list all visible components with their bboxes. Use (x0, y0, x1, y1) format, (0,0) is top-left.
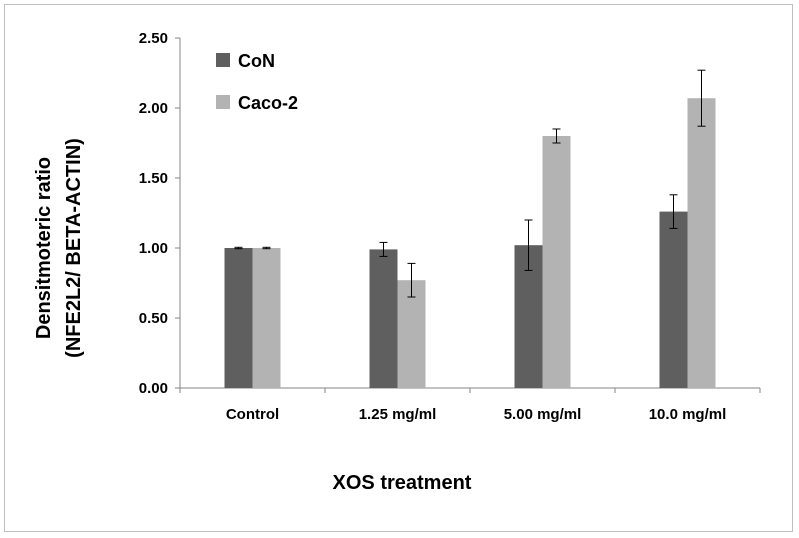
bar-caco2 (687, 98, 716, 388)
bar-con (659, 211, 688, 388)
y-tick-label: 0.50 (139, 310, 168, 327)
legend-label-con: CoN (238, 51, 275, 71)
y-axis-title-line1: Densitmoteric ratio (33, 157, 55, 339)
y-axis-title-line2: (NFE2L2/ BETA-ACTIN) (63, 138, 85, 358)
bar-caco2 (542, 136, 571, 388)
legend-label-caco2: Caco-2 (238, 93, 298, 113)
y-tick-label: 1.50 (139, 170, 168, 187)
x-tick-label: 5.00 mg/ml (504, 406, 582, 423)
y-ticks: 0.00 0.50 1.00 1.50 2.00 2.50 (139, 30, 180, 397)
x-axis-title: XOS treatment (333, 472, 472, 494)
legend-swatch-caco2 (216, 95, 230, 109)
legend: CoN Caco-2 (216, 51, 298, 113)
bar-caco2 (252, 248, 281, 388)
y-tick-label: 2.50 (139, 30, 168, 47)
x-tick-label: 10.0 mg/ml (649, 406, 727, 423)
x-tick-label: 1.25 mg/ml (359, 406, 437, 423)
x-ticks: Control 1.25 mg/ml 5.00 mg/ml 10.0 mg/ml (179, 388, 761, 423)
y-tick-label: 1.00 (139, 240, 168, 257)
error-bars (234, 69, 706, 298)
bar-caco2 (397, 280, 426, 388)
y-tick-label: 2.00 (139, 100, 168, 117)
y-tick-label: 0.00 (139, 380, 168, 397)
legend-swatch-con (216, 53, 230, 67)
bar-con (369, 249, 398, 388)
x-tick-label: Control (226, 406, 279, 423)
bars (224, 98, 716, 388)
bar-con (224, 248, 253, 388)
